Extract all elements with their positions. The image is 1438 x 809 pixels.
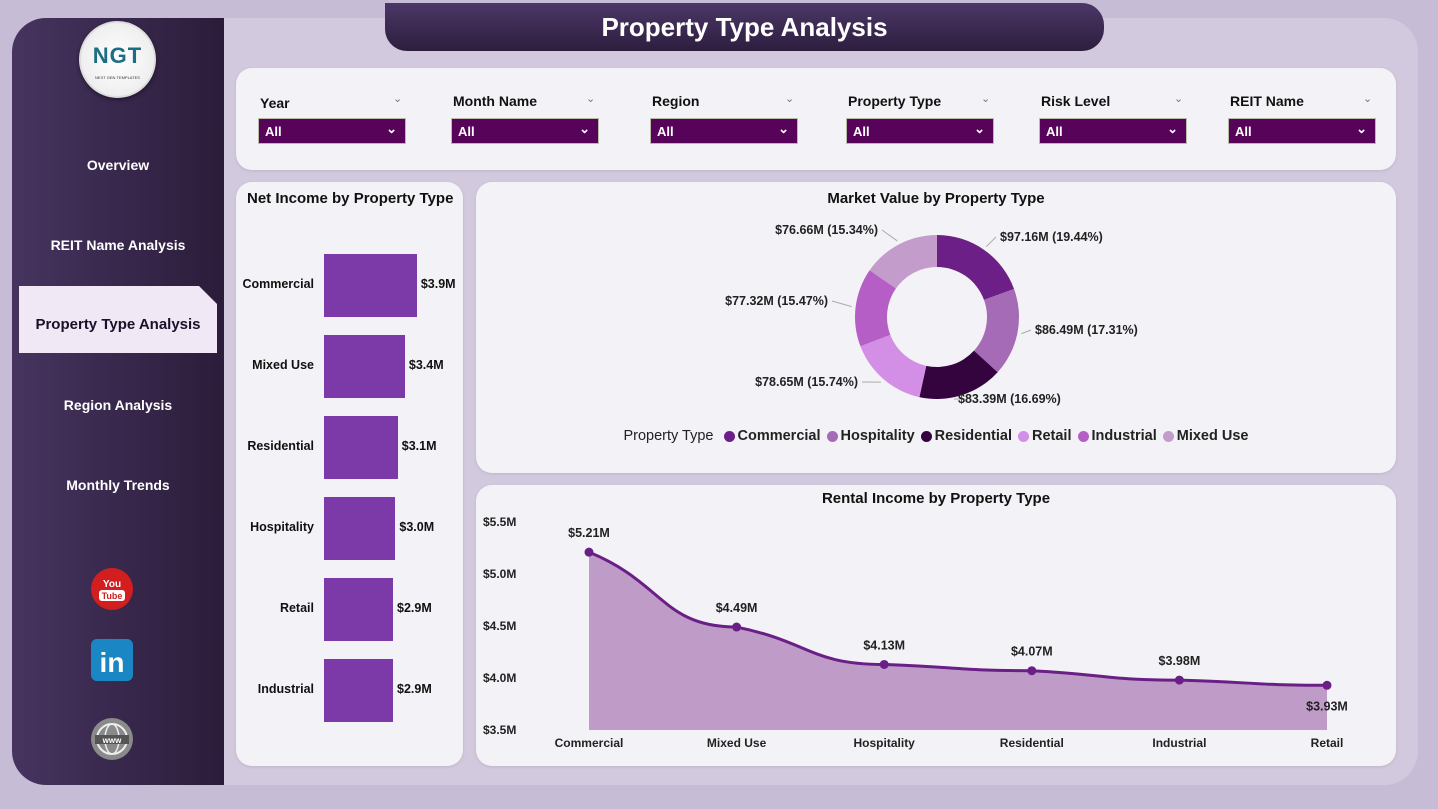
donut-slice[interactable]	[860, 334, 927, 398]
leader-line	[881, 229, 898, 242]
legend-item[interactable]: Commercial	[723, 428, 821, 444]
bar-category-label: Hospitality	[250, 520, 314, 534]
bar[interactable]	[324, 497, 396, 560]
bar-category-label: Commercial	[242, 277, 314, 291]
leader-line	[985, 236, 997, 247]
bar-category-label: Industrial	[257, 682, 314, 696]
filter-dropdown[interactable]: All ⌄	[1228, 118, 1376, 144]
filter-label: Year	[260, 95, 290, 111]
chevron-down-icon[interactable]: ⌄	[1363, 93, 1373, 105]
bar-value-label: $3.1M	[401, 439, 437, 453]
filter-label: Property Type	[848, 93, 942, 109]
filter-label: REIT Name	[1230, 93, 1304, 109]
filter-dropdown[interactable]: All ⌄	[451, 118, 599, 144]
bar-value-label: $3.0M	[399, 520, 435, 534]
chevron-down-icon: ⌄	[1356, 121, 1367, 136]
logo: NGT NEXT GEN TEMPLATES	[79, 21, 156, 98]
chevron-down-icon[interactable]: ⌄	[586, 93, 596, 105]
legend-item[interactable]: Retail	[1018, 428, 1072, 444]
bar[interactable]	[324, 578, 394, 641]
donut-slice[interactable]	[937, 235, 1015, 300]
slice-label: $86.49M (17.31%)	[1035, 323, 1138, 337]
donut-slice[interactable]	[869, 235, 937, 289]
legend-dot	[1077, 430, 1089, 442]
rental-income-title: Rental Income by Property Type	[821, 490, 1051, 507]
nav-reit-name-analysis[interactable]: REIT Name Analysis	[50, 237, 186, 253]
chevron-down-icon[interactable]: ⌄	[981, 93, 991, 105]
donut-slice[interactable]	[854, 270, 896, 347]
rental-income-card	[476, 485, 1396, 766]
nav-property-type-analysis[interactable]: Property Type Analysis	[19, 286, 217, 353]
legend-label: Mixed Use	[1176, 428, 1249, 444]
bar[interactable]	[324, 659, 394, 722]
legend-label: Commercial	[737, 428, 821, 444]
chevron-down-icon: ⌄	[974, 121, 985, 136]
legend-item[interactable]: Residential	[920, 428, 1012, 444]
bar-category-label: Mixed Use	[252, 358, 314, 372]
bar[interactable]	[324, 254, 417, 317]
filter-label: Risk Level	[1041, 93, 1111, 109]
bar[interactable]	[324, 335, 405, 398]
svg-text:Tube: Tube	[102, 591, 123, 601]
net-income-title: Net Income by Property Type	[247, 190, 454, 207]
chevron-down-icon[interactable]: ⌄	[785, 93, 795, 105]
donut-slice[interactable]	[919, 350, 998, 399]
chevron-down-icon[interactable]: ⌄	[1174, 93, 1184, 105]
globe-icon[interactable]: www	[90, 717, 134, 761]
market-value-title: Market Value by Property Type	[827, 190, 1045, 207]
filter-dropdown[interactable]: All ⌄	[258, 118, 406, 144]
filter-label: Region	[652, 93, 700, 109]
filter-dropdown[interactable]: All ⌄	[846, 118, 994, 144]
legend-item[interactable]: Hospitality	[826, 428, 915, 444]
bar-value-label: $3.9M	[420, 277, 456, 291]
slice-label: $76.66M (15.34%)	[775, 223, 878, 237]
legend-label: Industrial	[1091, 428, 1157, 444]
legend-dot	[1018, 430, 1029, 442]
chevron-down-icon: ⌄	[386, 121, 397, 136]
legend-title: Property Type	[623, 428, 714, 444]
leader-line	[831, 300, 852, 308]
legend-dot	[826, 430, 838, 442]
donut-legend: Property Type Commercial Hospitality Reside…	[476, 428, 1396, 444]
slice-label: $77.32M (15.47%)	[725, 294, 828, 308]
page-title: Property Type Analysis	[385, 3, 1104, 51]
donut-slice[interactable]	[973, 288, 1020, 373]
svg-text:www: www	[102, 736, 122, 745]
market-value-card	[476, 182, 1396, 473]
nav-overview[interactable]: Overview	[86, 157, 150, 173]
svg-text:in: in	[100, 647, 125, 678]
bar-value-label: $3.4M	[408, 358, 444, 372]
legend-dot	[1162, 430, 1174, 442]
legend-label: Hospitality	[840, 428, 915, 444]
bar-value-label: $2.9M	[397, 682, 432, 696]
chevron-down-icon[interactable]: ⌄	[393, 93, 403, 105]
legend-label: Retail	[1032, 428, 1072, 444]
legend-item[interactable]: Industrial	[1077, 428, 1157, 444]
filter-panel	[236, 68, 1396, 170]
svg-text:You: You	[103, 579, 121, 590]
bar-category-label: Residential	[247, 439, 314, 453]
legend-item[interactable]: Mixed Use	[1162, 428, 1249, 444]
bar-value-label: $2.9M	[397, 601, 432, 615]
filter-dropdown[interactable]: All ⌄	[650, 118, 798, 144]
linkedin-icon[interactable]: in	[90, 638, 134, 682]
chevron-down-icon: ⌄	[778, 121, 789, 136]
leader-line	[1021, 329, 1032, 335]
legend-dot	[723, 430, 735, 442]
filter-dropdown[interactable]: All ⌄	[1039, 118, 1187, 144]
legend-dot	[920, 430, 932, 442]
bar[interactable]	[324, 416, 398, 479]
chevron-down-icon: ⌄	[579, 121, 590, 136]
bar-category-label: Retail	[279, 601, 314, 615]
slice-label: $78.65M (15.74%)	[755, 375, 858, 389]
filter-label: Month Name	[453, 93, 537, 109]
nav-monthly-trends[interactable]: Monthly Trends	[66, 477, 170, 493]
nav-region-analysis[interactable]: Region Analysis	[63, 397, 173, 413]
slice-label: $97.16M (19.44%)	[1000, 230, 1103, 244]
legend-label: Residential	[934, 428, 1012, 444]
chevron-down-icon: ⌄	[1167, 121, 1178, 136]
slice-label: $83.39M (16.69%)	[958, 392, 1061, 406]
